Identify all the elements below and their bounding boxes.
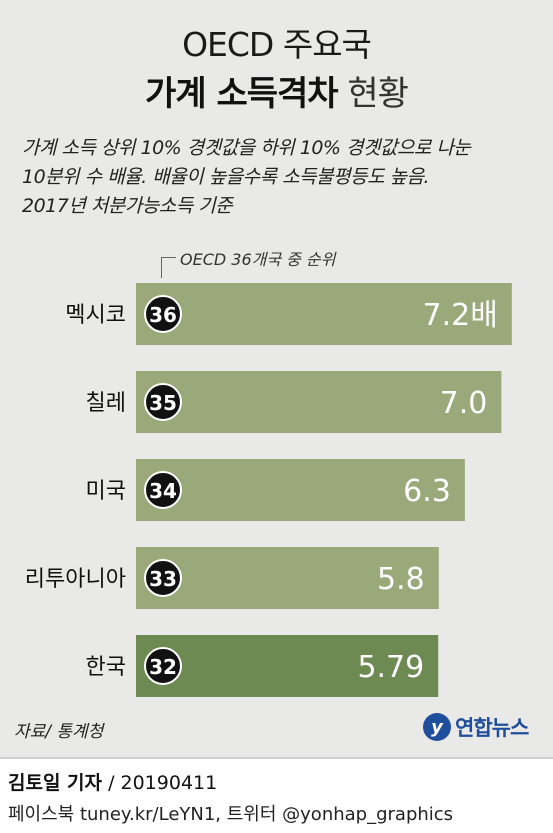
value-label: 5.8 — [377, 562, 425, 597]
chart-title-strong: 가계 소득격차 — [145, 74, 339, 114]
category-label: 리투아니아 — [25, 567, 126, 592]
rank-label: 34 — [149, 479, 177, 503]
bar-2 — [136, 459, 465, 521]
description-line: 10분위 수 배율. 배율이 높을수록 소득불평등도 높음. — [22, 166, 430, 188]
value-label: 7.0 — [440, 386, 488, 421]
value-label: 5.79 — [357, 650, 424, 685]
rank-circle — [144, 383, 182, 421]
rank-note-bracket — [161, 257, 176, 278]
chart-title-line2: 가계 소득격차 현황 — [0, 66, 553, 115]
reporter-line: 김토일 기자 / 20190411 — [8, 768, 217, 795]
chart-title-light: 현황 — [347, 74, 409, 114]
category-label: 미국 — [86, 479, 126, 504]
bar-3 — [136, 547, 439, 609]
chart-description: 가계 소득 상위 10% 경곗값을 하위 10% 경곗값으로 나눈 10분위 수… — [22, 134, 542, 221]
bar-4 — [136, 635, 439, 697]
rank-circle — [144, 647, 182, 685]
social-line: 페이스북 tuney.kr/LeYN1, 트위터 @yonhap_graphic… — [8, 804, 454, 825]
reporter-name: 김토일 기자 — [8, 772, 103, 794]
description-line: 가계 소득 상위 10% 경곗값을 하위 10% 경곗값으로 나눈 — [22, 137, 471, 159]
rank-label: 33 — [149, 567, 177, 591]
rank-circle — [144, 295, 182, 333]
source-note: 자료/ 통계청 — [14, 722, 104, 742]
category-label: 멕시코 — [65, 303, 126, 328]
rank-circle — [144, 559, 182, 597]
rank-label: 36 — [149, 303, 177, 327]
yonhap-logo: y 연합뉴스 — [423, 710, 529, 744]
category-label: 칠레 — [86, 391, 126, 416]
yonhap-logo-text: 연합뉴스 — [455, 716, 529, 740]
description-line: 2017년 처분가능소득 기준 — [22, 195, 233, 217]
rank-label: 32 — [149, 655, 177, 679]
bar-1 — [136, 371, 502, 433]
rank-circle — [144, 471, 182, 509]
yonhap-logo-icon: y — [423, 713, 451, 741]
reporter-date: / 20190411 — [108, 772, 218, 794]
category-label: 한국 — [86, 655, 126, 680]
bar-0 — [136, 283, 512, 345]
value-label: 7.2배 — [423, 298, 498, 333]
chart-title-line1: OECD 주요국 — [182, 25, 372, 64]
rank-label: 35 — [149, 391, 177, 415]
value-label: 6.3 — [403, 474, 451, 509]
rank-note: OECD 36개국 중 순위 — [180, 250, 336, 269]
